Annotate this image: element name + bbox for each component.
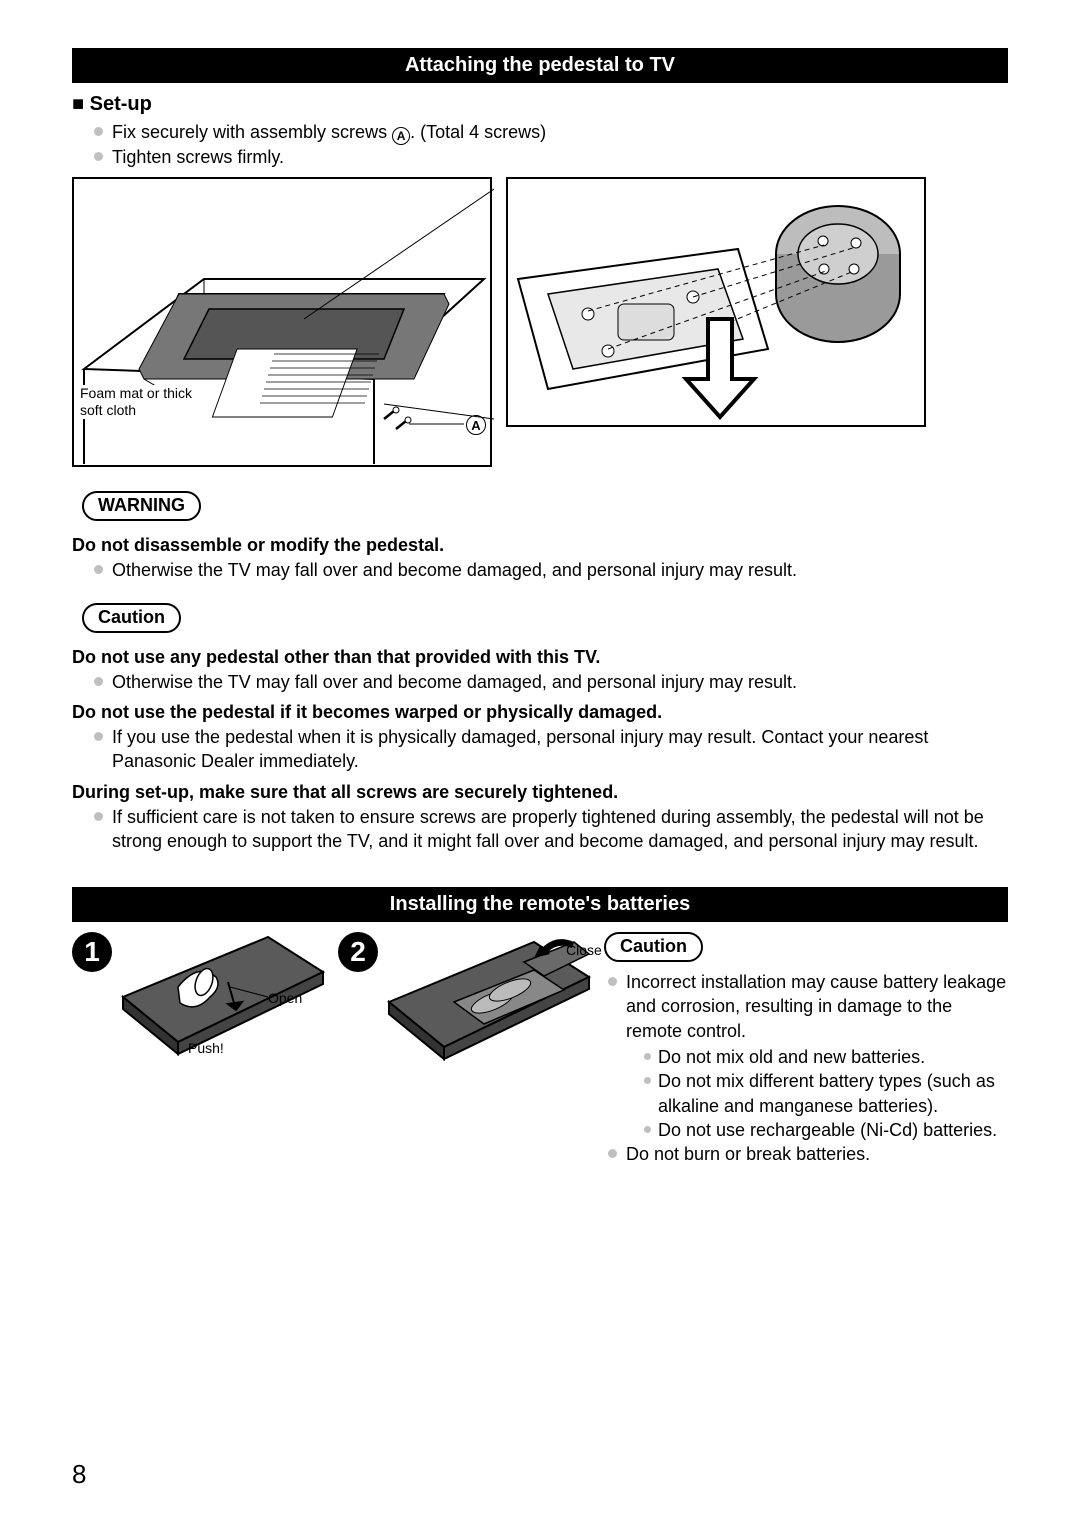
caution-pill-2: Caution — [604, 932, 703, 962]
pedestal-diagram-right — [506, 177, 926, 427]
caution-bullets-2: If you use the pedestal when it is physi… — [72, 725, 1008, 774]
caution-heading-3: During set-up, make sure that all screws… — [72, 782, 1008, 803]
remote-caution-item-1: Incorrect installation may cause battery… — [608, 970, 1008, 1142]
warning-bullet-1: Otherwise the TV may fall over and becom… — [94, 558, 1008, 582]
caution-1-bullet-1: Otherwise the TV may fall over and becom… — [94, 670, 1008, 694]
remote-step-1-image: Open Push! — [118, 932, 328, 1062]
setup-heading: Set-up — [72, 93, 1008, 116]
ref-a-inline-icon: A — [392, 127, 410, 145]
remote-step-1: 1 Ope — [72, 932, 328, 1062]
tv-on-table-illustration — [74, 179, 494, 469]
remote-caution-text-1: Incorrect installation may cause battery… — [626, 972, 1006, 1041]
caution-2-bullet-1: If you use the pedestal when it is physi… — [94, 725, 1008, 774]
step-2-number-icon: 2 — [338, 932, 378, 972]
open-label: Open — [268, 990, 302, 1006]
foam-mat-label: Foam mat or thick soft cloth — [80, 385, 200, 419]
pedestal-closeup-illustration — [508, 179, 928, 429]
caution-3-bullet-1: If sufficient care is not taken to ensur… — [94, 805, 1008, 854]
caution-pill-1: Caution — [82, 603, 181, 633]
remote-close-illustration — [384, 932, 594, 1062]
caution-bullets-1: Otherwise the TV may fall over and becom… — [72, 670, 1008, 694]
remote-step-2: 2 Close — [338, 932, 594, 1062]
section-title-remote: Installing the remote's batteries — [72, 887, 1008, 922]
remote-step-2-image: Close — [384, 932, 594, 1062]
setup-bullet-2: Tighten screws firmly. — [94, 145, 1008, 169]
caution-heading-1: Do not use any pedestal other than that … — [72, 647, 1008, 668]
remote-caution-item-2: Do not burn or break batteries. — [608, 1142, 1008, 1166]
remote-caution-column: Caution Incorrect installation may cause… — [604, 932, 1008, 1172]
caution-bullets-3: If sufficient care is not taken to ensur… — [72, 805, 1008, 854]
step-1-number-icon: 1 — [72, 932, 112, 972]
setup-bullet-list: Fix securely with assembly screws A. (To… — [72, 120, 1008, 169]
page-number: 8 — [72, 1459, 86, 1490]
remote-caution-sub-list: Do not mix old and new batteries. Do not… — [626, 1045, 1008, 1142]
setup-bullet-1: Fix securely with assembly screws A. (To… — [94, 120, 1008, 145]
pedestal-diagram-left: Foam mat or thick soft cloth A — [72, 177, 492, 467]
warning-pill: WARNING — [82, 491, 201, 521]
warning-bullets: Otherwise the TV may fall over and becom… — [72, 558, 1008, 582]
section-title-pedestal: Attaching the pedestal to TV — [72, 48, 1008, 83]
remote-steps-row: 1 Ope — [72, 932, 1008, 1172]
remote-caution-sub-1: Do not mix old and new batteries. — [644, 1045, 1008, 1069]
push-label: Push! — [188, 1040, 224, 1056]
remote-caution-sub-2: Do not mix different battery types (such… — [644, 1069, 1008, 1118]
pedestal-diagram-row: Foam mat or thick soft cloth A — [72, 177, 1008, 467]
close-label: Close — [566, 942, 602, 958]
remote-caution-list: Incorrect installation may cause battery… — [604, 970, 1008, 1166]
caution-heading-2: Do not use the pedestal if it becomes wa… — [72, 702, 1008, 723]
warning-heading: Do not disassemble or modify the pedesta… — [72, 535, 1008, 556]
remote-caution-sub-3: Do not use rechargeable (Ni-Cd) batterie… — [644, 1118, 1008, 1142]
